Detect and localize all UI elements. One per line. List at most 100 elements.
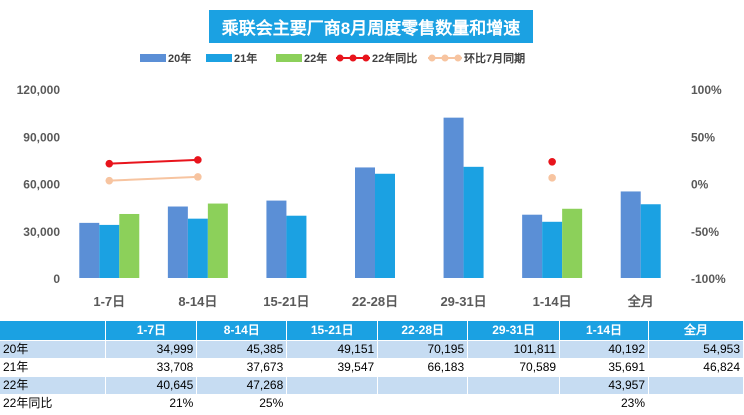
bar-21年-1-7日 xyxy=(99,224,120,278)
x-axis-tick: 29-31日 xyxy=(440,294,486,309)
bar-20年-全月 xyxy=(620,191,641,278)
point-环比7月同期-1-14日 xyxy=(548,174,556,182)
bar-20年-15-21日 xyxy=(266,200,287,278)
y-axis-right-tick: -50% xyxy=(691,225,719,239)
x-axis-tick: 8-14日 xyxy=(178,294,217,309)
table-cell xyxy=(377,394,469,413)
x-axis-tick: 1-14日 xyxy=(533,294,572,309)
bar-20年-29-31日 xyxy=(443,117,464,278)
x-axis-tick: 全月 xyxy=(627,294,654,309)
bar-20年-1-14日 xyxy=(522,214,543,278)
line-segment-环比7月同期 xyxy=(109,175,198,182)
legend-marker xyxy=(428,54,436,62)
table-cell: 46,824 xyxy=(648,358,744,377)
bar-20年-1-7日 xyxy=(79,222,100,278)
chart-title: 乘联会主要厂商8月周度零售数量和增速 xyxy=(209,10,533,43)
table-header-cell: 29-31日 xyxy=(467,321,561,341)
legend-marker xyxy=(441,54,449,62)
table-cell xyxy=(286,394,379,413)
table-cell: 66,183 xyxy=(377,358,469,377)
table-row-label: 20年 xyxy=(0,340,107,359)
table-cell: 37,673 xyxy=(196,358,288,377)
bar-21年-1-14日 xyxy=(542,221,563,278)
x-axis-tick: 22-28日 xyxy=(352,294,398,309)
table-cell: 33,708 xyxy=(105,358,198,377)
table-header-cell: 22-28日 xyxy=(377,321,469,341)
legend-label: 21年 xyxy=(234,51,257,65)
table-row: 22年同比 21% 25% 23% xyxy=(0,394,744,413)
point-22年同比-8-14日 xyxy=(194,156,202,164)
legend-label: 22年同比 xyxy=(372,51,417,65)
y-axis-right-tick: 50% xyxy=(691,130,715,144)
bar-22年-1-7日 xyxy=(119,213,140,278)
table-header-cell: 1-14日 xyxy=(559,321,650,341)
table-cell: 45,385 xyxy=(196,340,288,359)
bar-21年-全月 xyxy=(640,204,661,278)
x-axis-tick: 1-7日 xyxy=(93,294,125,309)
data-table: 1-7日 8-14日 15-21日 22-28日 29-31日 1-14日 全月 20年 34,… xyxy=(0,321,744,413)
table-header-cell: 8-14日 xyxy=(196,321,288,341)
table-cell: 39,547 xyxy=(286,358,379,377)
bar-21年-8-14日 xyxy=(187,218,208,278)
legend-marker xyxy=(362,54,370,62)
table-cell: 25% xyxy=(196,394,288,413)
chart-svg: 20年 21年 22年 22年同比 环比7月同期 120,000 90,000 60,000 3… xyxy=(17,51,726,309)
table-cell: 35,691 xyxy=(559,358,650,377)
legend-swatch xyxy=(206,54,232,62)
table-row-label: 21年 xyxy=(0,358,107,377)
bar-20年-8-14日 xyxy=(167,206,188,278)
point-22年同比-1-7日 xyxy=(105,159,114,168)
bar-22年-1-14日 xyxy=(562,208,583,278)
chart-area: 乘联会主要厂商8月周度零售数量和增速 20年 21年 22年 22年同比 环比7月同期 1… xyxy=(16,10,727,309)
bar-21年-15-21日 xyxy=(286,215,307,278)
x-axis-tick: 15-21日 xyxy=(263,294,309,309)
table-header-row: 1-7日 8-14日 15-21日 22-28日 29-31日 1-14日 全月 xyxy=(0,321,744,341)
table-cell: 43,957 xyxy=(559,376,650,395)
line-segment-22年同比 xyxy=(109,158,198,165)
table-cell: 70,195 xyxy=(377,340,469,359)
legend-marker xyxy=(454,54,462,62)
bar-20年-22-28日 xyxy=(355,167,375,278)
legend-marker xyxy=(349,54,357,62)
table-cell: 40,192 xyxy=(559,340,650,359)
table-row-label: 22年 xyxy=(0,376,107,395)
table-header-cell: 1-7日 xyxy=(105,321,198,341)
bar-22年-8-14日 xyxy=(207,203,228,278)
table-cell xyxy=(286,376,379,395)
y-axis-right-tick: 100% xyxy=(691,83,722,97)
bar-21年-29-31日 xyxy=(463,166,484,278)
y-axis-left-tick: 30,000 xyxy=(23,225,60,239)
table-cell: 21% xyxy=(105,394,198,413)
table-cell xyxy=(377,376,469,395)
table-row: 20年 34,999 45,385 49,151 70,195 101,811 40,192… xyxy=(0,340,744,359)
table-cell: 101,811 xyxy=(467,340,561,359)
table-row: 22年 40,645 47,268 43,957 xyxy=(0,376,744,395)
y-axis-left-tick: 60,000 xyxy=(23,178,60,192)
table-cell: 23% xyxy=(559,394,650,413)
table-cell xyxy=(467,376,561,395)
legend-swatch xyxy=(140,54,166,62)
y-axis-right-tick: 0% xyxy=(691,178,709,192)
y-axis-left-tick: 120,000 xyxy=(17,83,61,97)
legend-label: 22年 xyxy=(304,51,327,65)
table-cell: 49,151 xyxy=(286,340,379,359)
legend-label: 20年 xyxy=(168,51,191,65)
point-环比7月同期-1-7日 xyxy=(105,176,114,185)
table-row-label: 22年同比 xyxy=(0,394,107,413)
table-cell: 54,953 xyxy=(648,340,744,359)
table-header-cell: 全月 xyxy=(648,321,744,341)
table-cell: 40,645 xyxy=(105,376,198,395)
table-header-cell: 15-21日 xyxy=(286,321,379,341)
bar-21年-22-28日 xyxy=(375,173,395,278)
table-row: 21年 33,708 37,673 39,547 66,183 70,589 35,691 4… xyxy=(0,358,744,377)
table-cell: 70,589 xyxy=(467,358,561,377)
table-header-cell xyxy=(0,321,107,341)
table-cell xyxy=(467,394,561,413)
table-cell xyxy=(648,394,744,413)
table-cell: 34,999 xyxy=(105,340,198,359)
legend-swatch xyxy=(276,54,302,62)
point-环比7月同期-8-14日 xyxy=(194,173,202,181)
y-axis-left-tick: 90,000 xyxy=(23,130,60,144)
table-cell: 47,268 xyxy=(196,376,288,395)
point-22年同比-1-14日 xyxy=(548,157,556,166)
